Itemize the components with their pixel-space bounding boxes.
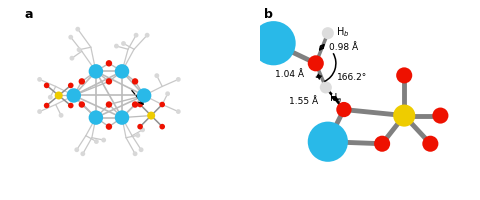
Circle shape — [145, 34, 150, 38]
Circle shape — [44, 83, 49, 89]
Circle shape — [115, 111, 129, 125]
Circle shape — [176, 78, 180, 82]
Circle shape — [137, 89, 151, 103]
Text: 0.98 Å: 0.98 Å — [329, 43, 358, 51]
Circle shape — [89, 65, 103, 79]
Circle shape — [68, 83, 73, 89]
Circle shape — [132, 152, 137, 156]
Circle shape — [121, 42, 126, 47]
Circle shape — [75, 28, 80, 32]
Circle shape — [320, 82, 332, 94]
Circle shape — [59, 113, 63, 118]
Circle shape — [176, 110, 180, 114]
Circle shape — [37, 78, 42, 82]
Circle shape — [140, 128, 145, 133]
Circle shape — [308, 122, 348, 162]
Circle shape — [74, 148, 79, 152]
Circle shape — [77, 48, 82, 53]
Circle shape — [133, 34, 139, 38]
Circle shape — [432, 108, 448, 124]
Circle shape — [165, 92, 170, 97]
Circle shape — [68, 103, 73, 109]
Circle shape — [135, 133, 140, 138]
Circle shape — [106, 102, 112, 108]
Circle shape — [159, 102, 165, 108]
Circle shape — [322, 28, 334, 40]
Circle shape — [79, 102, 85, 108]
Text: a: a — [24, 8, 33, 21]
Circle shape — [81, 152, 85, 156]
Text: 166.2°: 166.2° — [337, 73, 367, 81]
Text: b: b — [264, 8, 272, 21]
Circle shape — [422, 136, 438, 152]
Circle shape — [106, 61, 112, 67]
Circle shape — [396, 68, 412, 84]
Circle shape — [70, 56, 74, 61]
Circle shape — [308, 56, 324, 72]
Circle shape — [114, 44, 119, 49]
Text: 1.55 Å: 1.55 Å — [288, 97, 318, 105]
Circle shape — [336, 102, 351, 118]
Circle shape — [139, 148, 144, 152]
Circle shape — [159, 124, 165, 130]
Circle shape — [137, 102, 143, 108]
Circle shape — [68, 36, 73, 40]
Circle shape — [393, 105, 415, 127]
Text: H$_a$: H$_a$ — [329, 91, 342, 105]
Circle shape — [79, 79, 85, 85]
Circle shape — [67, 89, 81, 103]
Circle shape — [55, 92, 63, 100]
Circle shape — [155, 74, 159, 79]
Circle shape — [147, 112, 155, 120]
Circle shape — [132, 102, 138, 108]
Circle shape — [132, 79, 138, 85]
Circle shape — [89, 111, 103, 125]
Circle shape — [44, 103, 49, 109]
Circle shape — [137, 124, 143, 130]
Text: H$_b$: H$_b$ — [336, 25, 349, 39]
Circle shape — [101, 138, 106, 143]
Circle shape — [37, 110, 42, 114]
Circle shape — [106, 124, 112, 130]
Text: 1.04 Å: 1.04 Å — [275, 70, 303, 78]
Circle shape — [252, 22, 296, 66]
Circle shape — [106, 79, 112, 85]
Circle shape — [94, 139, 99, 144]
Circle shape — [48, 95, 53, 100]
Circle shape — [115, 65, 129, 79]
Circle shape — [374, 136, 390, 152]
